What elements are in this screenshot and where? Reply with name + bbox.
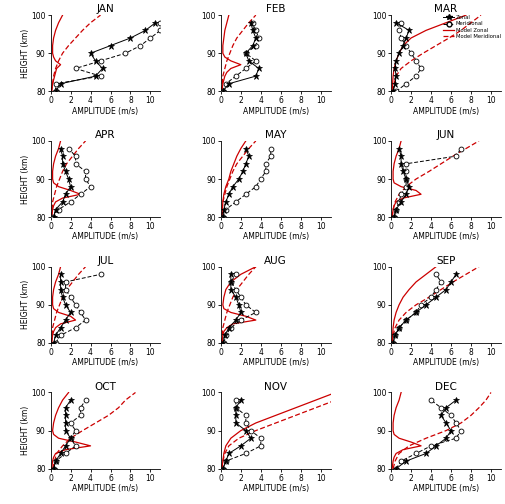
X-axis label: AMPLITUDE (m/s): AMPLITUDE (m/s) — [412, 107, 478, 115]
X-axis label: AMPLITUDE (m/s): AMPLITUDE (m/s) — [242, 232, 308, 241]
X-axis label: AMPLITUDE (m/s): AMPLITUDE (m/s) — [72, 358, 138, 367]
Title: NOV: NOV — [264, 382, 287, 392]
Y-axis label: HEIGHT (km): HEIGHT (km) — [21, 280, 30, 330]
X-axis label: AMPLITUDE (m/s): AMPLITUDE (m/s) — [412, 484, 478, 493]
Title: AUG: AUG — [264, 256, 286, 266]
Y-axis label: HEIGHT (km): HEIGHT (km) — [21, 154, 30, 204]
Title: SEP: SEP — [435, 256, 455, 266]
Title: JUN: JUN — [436, 130, 454, 140]
Title: FEB: FEB — [266, 5, 285, 14]
Title: JAN: JAN — [96, 5, 114, 14]
X-axis label: AMPLITUDE (m/s): AMPLITUDE (m/s) — [72, 107, 138, 115]
X-axis label: AMPLITUDE (m/s): AMPLITUDE (m/s) — [242, 358, 308, 367]
Y-axis label: HEIGHT (km): HEIGHT (km) — [21, 406, 30, 455]
Title: JUL: JUL — [97, 256, 114, 266]
Title: MAR: MAR — [434, 5, 457, 14]
X-axis label: AMPLITUDE (m/s): AMPLITUDE (m/s) — [72, 232, 138, 241]
X-axis label: AMPLITUDE (m/s): AMPLITUDE (m/s) — [412, 232, 478, 241]
X-axis label: AMPLITUDE (m/s): AMPLITUDE (m/s) — [72, 484, 138, 493]
Title: MAY: MAY — [265, 130, 286, 140]
X-axis label: AMPLITUDE (m/s): AMPLITUDE (m/s) — [242, 107, 308, 115]
X-axis label: AMPLITUDE (m/s): AMPLITUDE (m/s) — [412, 358, 478, 367]
Title: APR: APR — [95, 130, 116, 140]
Title: DEC: DEC — [434, 382, 456, 392]
Legend: Zonal, Meridional, Model Zonal, Model Meridional: Zonal, Meridional, Model Zonal, Model Me… — [442, 15, 500, 39]
Y-axis label: HEIGHT (km): HEIGHT (km) — [21, 29, 30, 78]
X-axis label: AMPLITUDE (m/s): AMPLITUDE (m/s) — [242, 484, 308, 493]
Title: OCT: OCT — [94, 382, 116, 392]
